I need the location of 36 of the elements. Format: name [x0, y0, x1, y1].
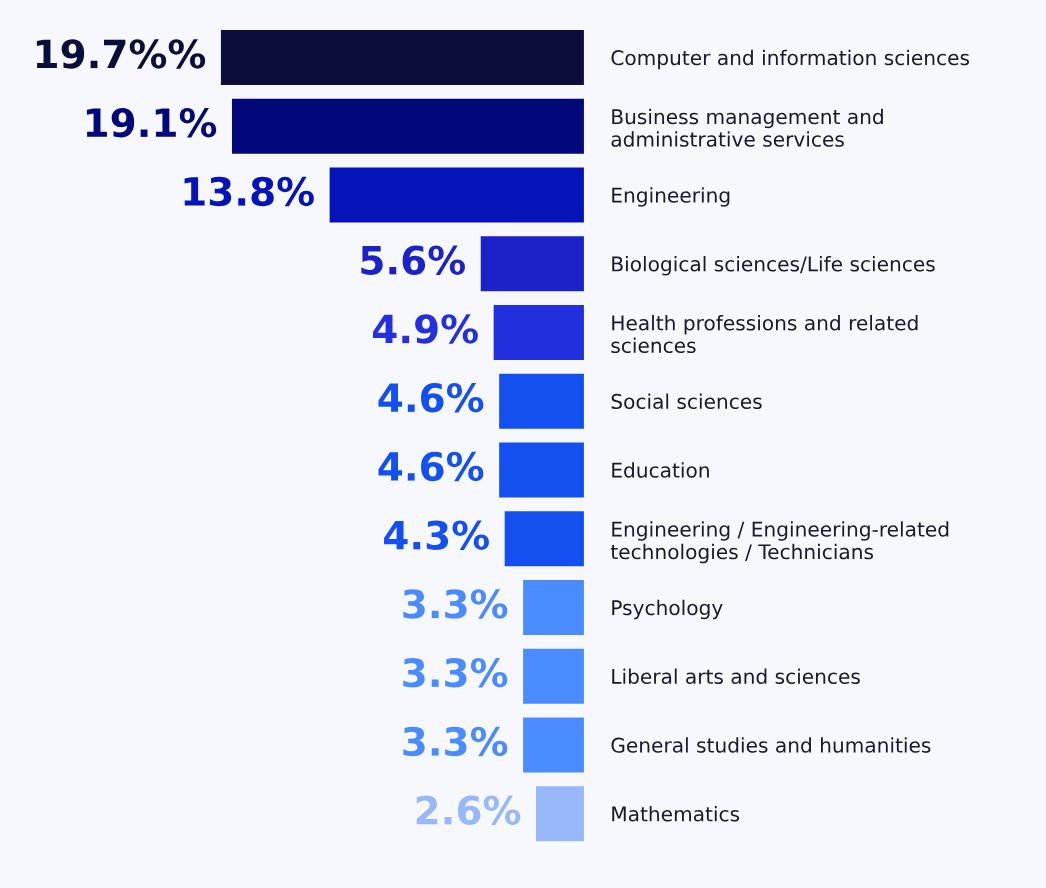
bar — [499, 442, 584, 498]
data-label: 19.7%% — [36, 39, 206, 69]
data-label: 13.8% — [184, 176, 314, 207]
bar — [504, 511, 584, 567]
data-label: 5.6% — [361, 245, 465, 275]
data-label: 3.3% — [403, 726, 508, 757]
y-tick-label: Mathematics — [612, 805, 740, 822]
bar — [536, 786, 584, 842]
bar — [493, 304, 584, 360]
bar — [480, 236, 584, 292]
y-tick-label: Health professions and related sciences — [611, 314, 918, 354]
data-label: 3.3% — [403, 589, 508, 619]
data-label: 4.3% — [384, 520, 489, 550]
data-label: 4.9% — [373, 314, 478, 344]
data-label: 4.6% — [378, 451, 484, 482]
y-tick-label: Liberal arts and sciences — [612, 668, 860, 685]
y-tick-label: Computer and information sciences — [611, 49, 970, 70]
data-label: 2.6% — [416, 795, 521, 825]
y-tick-label: Business management and administrative services — [611, 108, 883, 147]
y-tick-label: Social sciences — [611, 393, 762, 410]
bar — [499, 373, 584, 429]
data-label: 3.3% — [403, 657, 508, 688]
data-label: 4.6% — [378, 382, 484, 413]
bar — [523, 579, 584, 635]
bar — [329, 167, 584, 223]
bar — [220, 29, 584, 85]
y-tick-label: Biological sciences/Life sciences — [612, 255, 935, 276]
y-tick-label: Education — [612, 462, 709, 478]
y-tick-label: Engineering — [612, 187, 730, 207]
bar — [523, 717, 584, 773]
bar — [523, 648, 584, 704]
bar — [231, 98, 584, 154]
data-label: 19.1% — [86, 107, 217, 138]
y-tick-label: Engineering / Engineering-related technologies / Technicians — [610, 521, 949, 564]
y-tick-label: Psychology — [612, 599, 723, 620]
y-tick-label: General studies and humanities — [611, 737, 931, 753]
